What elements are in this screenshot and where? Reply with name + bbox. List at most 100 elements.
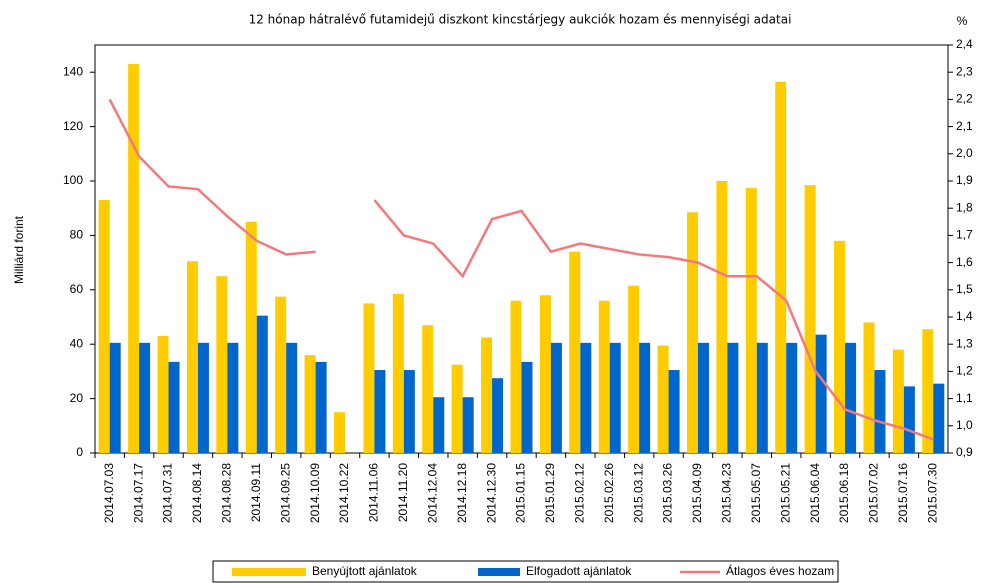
- y2-tick-label: 1,0: [956, 418, 973, 432]
- y2-tick-label: 1,8: [956, 200, 973, 214]
- bar: [275, 296, 287, 453]
- y-tick-label: 0: [76, 445, 83, 459]
- x-tick-label: 2015.04.09: [690, 463, 704, 523]
- x-tick-label: 2015.05.07: [749, 463, 763, 523]
- y-tick-label: 40: [70, 336, 84, 350]
- bar: [451, 364, 463, 453]
- legend-swatch: [478, 568, 520, 576]
- legend-label: Elfogadott ajánlatok: [526, 564, 632, 578]
- y-tick-label: 20: [70, 391, 84, 405]
- y2-tick-label: 2,3: [956, 64, 973, 78]
- legend-label: Átlagos éves hozam: [726, 563, 834, 578]
- bar: [227, 342, 239, 453]
- bar: [628, 285, 640, 453]
- x-tick-label: 2015.07.30: [925, 463, 939, 523]
- bar: [804, 185, 816, 453]
- y2-tick-label: 1,6: [956, 255, 973, 269]
- x-tick-label: 2015.05.21: [778, 463, 792, 523]
- x-tick-label: 2014.12.18: [455, 463, 469, 523]
- x-tick-label: 2014.10.22: [337, 463, 351, 523]
- x-tick-label: 2014.08.28: [220, 463, 234, 523]
- bar: [521, 361, 533, 453]
- y-tick-label: 80: [70, 228, 84, 242]
- y2-tick-label: 1,9: [956, 173, 973, 187]
- bar: [481, 337, 493, 453]
- bar: [403, 370, 415, 453]
- bar: [422, 325, 434, 453]
- bar: [863, 322, 875, 453]
- bar: [598, 300, 610, 453]
- bar: [510, 300, 522, 453]
- bar: [609, 342, 621, 453]
- bar: [697, 342, 709, 453]
- bar: [874, 370, 886, 453]
- bar: [775, 81, 787, 453]
- y2-tick-label: 1,1: [956, 391, 973, 405]
- x-tick-label: 2014.07.31: [161, 463, 175, 523]
- bar: [168, 361, 180, 453]
- bar: [922, 329, 934, 453]
- y2-tick-label: 0,9: [956, 445, 973, 459]
- bar: [315, 361, 327, 453]
- x-tick-label: 2014.07.17: [131, 463, 145, 523]
- x-tick-label: 2014.08.14: [190, 463, 204, 523]
- bar: [657, 345, 669, 453]
- x-tick-label: 2015.06.18: [837, 463, 851, 523]
- y-tick-label: 100: [63, 173, 83, 187]
- bar: [98, 200, 110, 453]
- x-tick-label: 2015.07.02: [867, 463, 881, 523]
- bar: [109, 342, 121, 453]
- x-tick-label: 2014.09.25: [278, 463, 292, 523]
- bar: [550, 342, 562, 453]
- bar: [363, 303, 375, 453]
- x-tick-label: 2015.03.12: [631, 463, 645, 523]
- bar: [492, 378, 504, 453]
- bar: [304, 355, 316, 453]
- y-axis-label: Milliárd forint: [12, 215, 26, 284]
- bar: [539, 295, 551, 453]
- bar: [668, 370, 680, 453]
- x-tick-label: 2015.04.23: [720, 463, 734, 523]
- bar: [197, 342, 209, 453]
- bar: [815, 334, 827, 453]
- y2-tick-label: 1,2: [956, 364, 973, 378]
- bar: [462, 397, 474, 453]
- x-tick-label: 2015.07.16: [896, 463, 910, 523]
- bar: [374, 370, 386, 453]
- bar: [245, 221, 257, 453]
- x-tick-label: 2015.02.26: [602, 463, 616, 523]
- bar: [903, 386, 915, 453]
- chart-title: 12 hónap hátralévő futamidejű diszkont k…: [249, 13, 792, 27]
- legend-swatch: [232, 568, 306, 576]
- legend-label: Benyújtott ajánlatok: [312, 564, 418, 578]
- bar: [756, 342, 768, 453]
- line: [108, 98, 934, 441]
- y2-tick-label: 1,5: [956, 282, 973, 296]
- bar: [139, 342, 151, 453]
- x-tick-label: 2015.03.26: [661, 463, 675, 523]
- x-tick-label: 2014.11.20: [396, 463, 410, 522]
- bar: [745, 187, 757, 454]
- y2-tick-label: 2,4: [956, 37, 973, 51]
- x-tick-label: 2014.10.09: [308, 463, 322, 523]
- bar: [256, 315, 268, 453]
- bar: [286, 342, 298, 453]
- bar: [686, 212, 698, 453]
- bar: [727, 342, 739, 453]
- legend-box: [212, 560, 839, 583]
- x-tick-label: 2014.11.06: [367, 463, 381, 522]
- x-tick-label: 2014.12.30: [484, 463, 498, 523]
- y2-tick-label: 2,0: [956, 146, 973, 160]
- x-tick-label: 2014.07.03: [102, 463, 116, 523]
- bar: [716, 181, 728, 453]
- bar: [786, 342, 798, 453]
- x-tick-label: 2015.06.04: [808, 463, 822, 523]
- y2-tick-label: 2,1: [956, 119, 973, 133]
- y-tick-label: 60: [70, 282, 84, 296]
- y2-tick-label: 1,3: [956, 336, 973, 350]
- bar: [186, 261, 198, 453]
- y2-tick-label: 2,2: [956, 92, 973, 106]
- x-tick-label: 2014.09.11: [249, 463, 263, 522]
- y-tick-label: 120: [63, 119, 83, 133]
